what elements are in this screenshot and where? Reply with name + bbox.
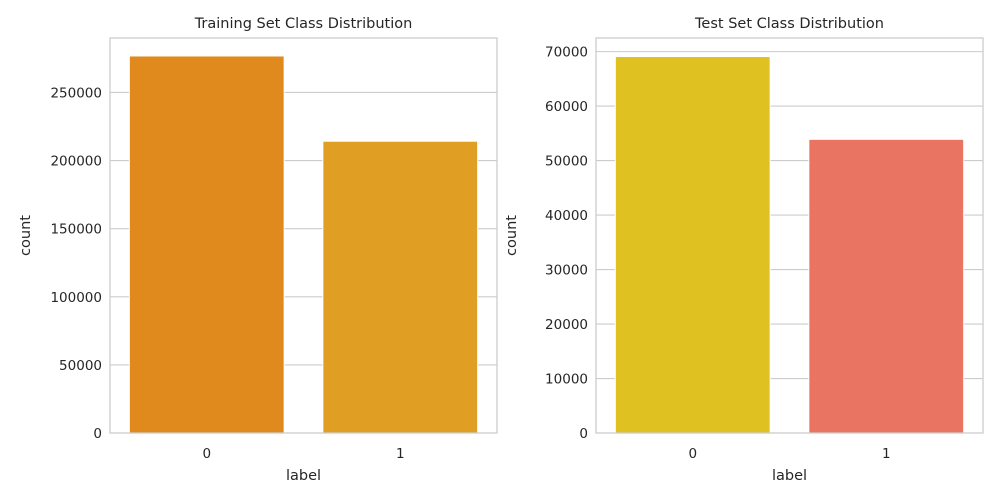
training-y-tick-label: 0 xyxy=(93,426,102,442)
test-y-tick-label: 40000 xyxy=(545,208,588,224)
training-y-tick-label: 50000 xyxy=(59,358,102,374)
training-y-tick-label: 100000 xyxy=(50,290,102,306)
test-bar-0 xyxy=(614,56,771,434)
test-y-tick-label: 70000 xyxy=(545,45,588,61)
training-chart-title: Training Set Class Distribution xyxy=(194,16,413,32)
training-bar-0 xyxy=(128,55,285,434)
training-chart: Training Set Class Distribution label co… xyxy=(18,16,498,484)
test-bar-1 xyxy=(808,138,965,434)
training-x-tick-label: 0 xyxy=(202,446,211,462)
training-bar-1 xyxy=(322,140,479,434)
training-plot-frame xyxy=(109,37,498,434)
training-x-tick-label: 1 xyxy=(396,446,405,462)
training-y-axis-label: count xyxy=(18,215,34,256)
test-x-axis-label: label xyxy=(772,468,807,484)
test-bars xyxy=(614,56,965,434)
test-y-tick-label: 60000 xyxy=(545,99,588,115)
training-bars xyxy=(128,55,479,434)
test-x-tick-label: 0 xyxy=(688,446,697,462)
test-y-tick-label: 10000 xyxy=(545,372,588,388)
test-y-axis-label: count xyxy=(504,215,520,256)
training-x-axis-label: label xyxy=(286,468,321,484)
training-y-tick-label: 250000 xyxy=(50,85,102,101)
test-y-tick-label: 30000 xyxy=(545,263,588,279)
training-y-tick-label: 150000 xyxy=(50,222,102,238)
training-y-tick-label: 200000 xyxy=(50,154,102,170)
test-y-tick-label: 20000 xyxy=(545,317,588,333)
test-y-tick-label: 0 xyxy=(579,426,588,442)
test-chart-title: Test Set Class Distribution xyxy=(694,16,884,32)
test-y-tick-label: 50000 xyxy=(545,154,588,170)
test-chart: Test Set Class Distribution label count … xyxy=(504,16,984,484)
test-x-tick-label: 1 xyxy=(882,446,891,462)
test-plot-frame xyxy=(595,37,984,434)
